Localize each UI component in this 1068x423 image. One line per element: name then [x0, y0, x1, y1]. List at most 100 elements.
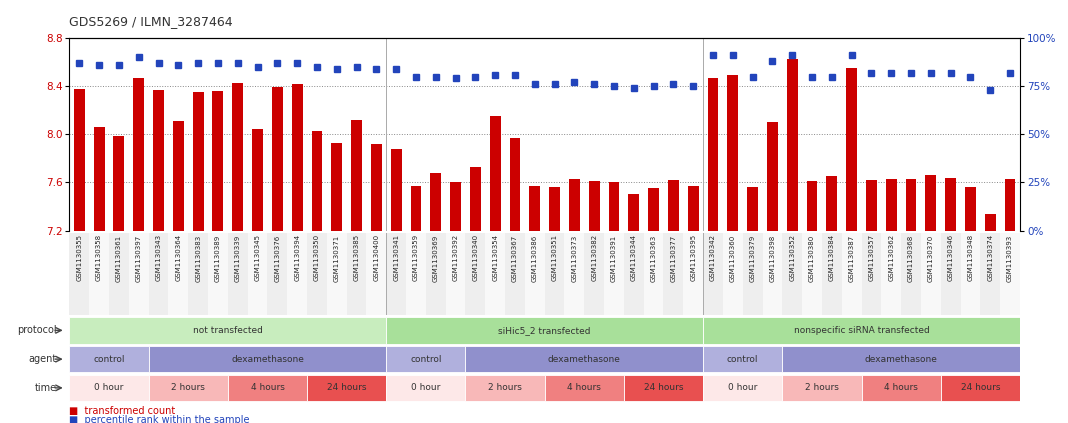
Bar	[609, 182, 619, 231]
Text: GSM1130395: GSM1130395	[690, 234, 696, 281]
Bar	[565, 233, 584, 315]
Bar	[387, 346, 466, 372]
Text: GSM1130394: GSM1130394	[294, 234, 300, 281]
Bar	[1005, 179, 1016, 231]
Bar	[965, 187, 976, 231]
Bar	[827, 176, 837, 231]
Bar	[148, 375, 227, 401]
Text: GSM1130351: GSM1130351	[551, 234, 557, 281]
Text: 24 hours: 24 hours	[327, 383, 366, 393]
Bar	[941, 233, 960, 315]
Text: GSM1130355: GSM1130355	[76, 234, 82, 281]
Text: dexamethasone: dexamethasone	[231, 354, 304, 364]
Bar	[69, 317, 387, 343]
Bar	[668, 180, 679, 231]
Text: 24 hours: 24 hours	[644, 383, 684, 393]
Bar	[727, 75, 738, 231]
Bar	[466, 375, 545, 401]
Bar	[584, 233, 604, 315]
Bar	[169, 233, 188, 315]
Text: GSM1130350: GSM1130350	[314, 234, 320, 281]
Bar	[901, 233, 921, 315]
Bar	[470, 167, 481, 231]
Text: GSM1130357: GSM1130357	[868, 234, 875, 281]
Text: GSM1130384: GSM1130384	[829, 234, 835, 281]
Text: GSM1130386: GSM1130386	[532, 234, 538, 282]
Text: GSM1130368: GSM1130368	[908, 234, 914, 282]
Bar	[445, 233, 466, 315]
Text: control: control	[93, 354, 125, 364]
Bar	[703, 375, 782, 401]
Text: nonspecific siRNA transfected: nonspecific siRNA transfected	[794, 326, 929, 335]
Text: GSM1130364: GSM1130364	[175, 234, 182, 281]
Bar	[134, 78, 144, 231]
Bar	[866, 180, 877, 231]
Text: GSM1130359: GSM1130359	[413, 234, 419, 281]
Bar	[406, 233, 426, 315]
Bar	[153, 90, 164, 231]
Bar	[113, 135, 124, 231]
Bar	[846, 68, 857, 231]
Text: GSM1130376: GSM1130376	[274, 234, 280, 282]
Bar	[524, 233, 545, 315]
Text: GSM1130367: GSM1130367	[512, 234, 518, 282]
Bar	[767, 122, 778, 231]
Bar	[327, 233, 347, 315]
Text: GSM1130341: GSM1130341	[393, 234, 399, 281]
Bar	[782, 233, 802, 315]
Bar	[822, 233, 842, 315]
Bar	[94, 127, 105, 231]
Bar	[252, 129, 263, 231]
Bar	[624, 375, 703, 401]
Text: GSM1130371: GSM1130371	[334, 234, 340, 282]
Bar	[410, 186, 422, 231]
Bar	[545, 375, 624, 401]
Bar	[703, 346, 782, 372]
Text: GSM1130362: GSM1130362	[889, 234, 894, 281]
Bar	[921, 233, 941, 315]
Bar	[941, 375, 1020, 401]
Bar	[387, 375, 466, 401]
Bar	[742, 233, 763, 315]
Text: GSM1130400: GSM1130400	[374, 234, 379, 281]
Bar	[90, 233, 109, 315]
Text: 0 hour: 0 hour	[728, 383, 757, 393]
Bar	[763, 233, 782, 315]
Bar	[960, 233, 980, 315]
Bar	[69, 346, 148, 372]
Text: GSM1130369: GSM1130369	[433, 234, 439, 282]
Text: GSM1130374: GSM1130374	[987, 234, 993, 281]
Bar	[109, 233, 129, 315]
Text: 0 hour: 0 hour	[94, 383, 124, 393]
Text: 2 hours: 2 hours	[805, 383, 838, 393]
Text: GSM1130385: GSM1130385	[354, 234, 360, 281]
Bar	[308, 233, 327, 315]
Bar	[703, 317, 1020, 343]
Bar	[292, 84, 302, 231]
Text: GSM1130370: GSM1130370	[928, 234, 933, 282]
Bar	[233, 82, 244, 231]
Text: agent: agent	[29, 354, 57, 364]
Bar	[703, 233, 723, 315]
Bar	[549, 187, 560, 231]
Bar	[782, 375, 862, 401]
Bar	[208, 233, 227, 315]
Bar	[663, 233, 684, 315]
Text: GSM1130391: GSM1130391	[611, 234, 617, 282]
Bar	[267, 233, 287, 315]
Bar	[708, 78, 719, 231]
Bar	[69, 233, 90, 315]
Text: GSM1130377: GSM1130377	[671, 234, 676, 282]
Text: GSM1130392: GSM1130392	[453, 234, 458, 281]
Bar	[272, 88, 283, 231]
Text: control: control	[410, 354, 441, 364]
Bar	[371, 144, 381, 231]
Text: GSM1130342: GSM1130342	[710, 234, 716, 281]
Text: 2 hours: 2 hours	[488, 383, 522, 393]
Text: 4 hours: 4 hours	[567, 383, 601, 393]
Text: GDS5269 / ILMN_3287464: GDS5269 / ILMN_3287464	[69, 15, 233, 28]
Text: GSM1130358: GSM1130358	[96, 234, 103, 281]
Bar	[806, 181, 817, 231]
Text: GSM1130361: GSM1130361	[116, 234, 122, 282]
Bar	[985, 214, 995, 231]
